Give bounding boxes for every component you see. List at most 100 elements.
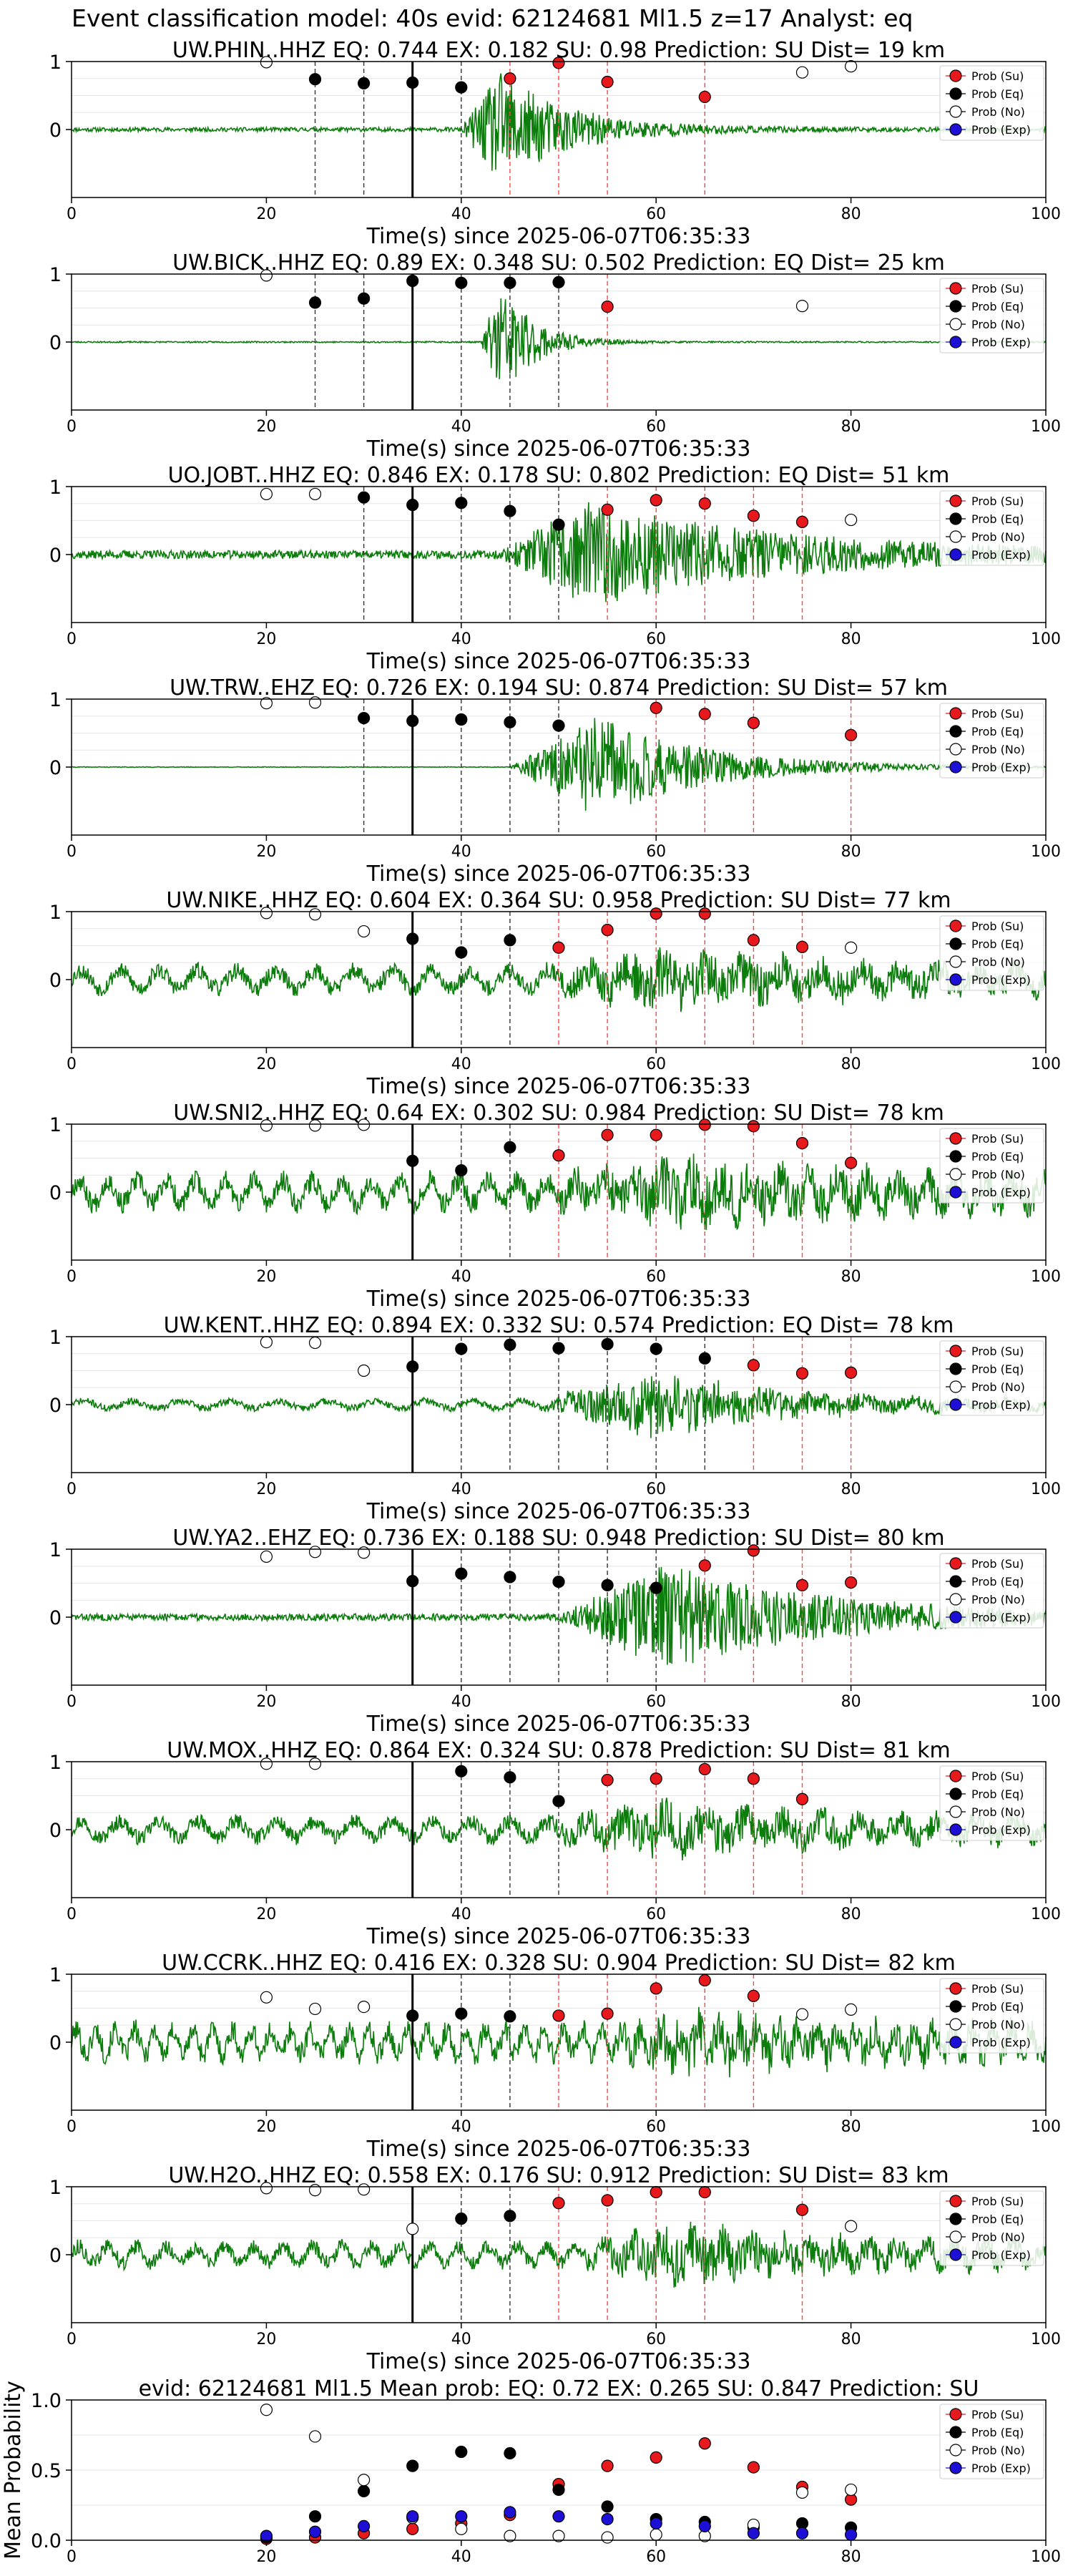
x-tick-label: 60 [646,1268,666,1286]
x-tick-label: 40 [451,1055,471,1073]
panel-title: UW.CCRK..HHZ EQ: 0.416 EX: 0.328 SU: 0.9… [162,1951,956,1976]
y-axis-label: Mean Probability [1,2381,26,2560]
station-panel: UW.MOX..HHZ EQ: 0.864 EX: 0.324 SU: 0.87… [49,1738,1061,1949]
legend-marker-eq [949,725,962,738]
mean-point-eq [601,2500,614,2513]
prob-point-eq [358,77,371,90]
prob-point-no [844,513,858,527]
prob-point-no [260,1550,273,1563]
prob-point-su [552,941,565,954]
legend-label: Prob (Su) [971,282,1024,296]
legend-marker-no [949,2230,962,2243]
x-tick-label: 20 [256,843,276,861]
mean-point-exp [795,2527,809,2540]
y-tick-label: 0 [49,1607,62,1629]
x-axis-label: Time(s) since 2025-06-07T06:35:33 [366,649,751,674]
x-tick-label: 60 [646,418,666,436]
prob-point-eq [406,1360,419,1373]
x-tick-label: 80 [841,205,861,223]
x-tick-label: 60 [646,1480,666,1498]
legend-marker-exp [949,761,962,774]
prob-point-su [795,1136,809,1150]
x-tick-label: 20 [256,630,276,648]
prob-point-su [698,1118,711,1131]
x-tick-label: 0 [67,1268,77,1286]
legend-marker-no [949,1805,962,1818]
prob-point-su [650,907,662,920]
x-tick-label: 60 [646,2548,666,2566]
prob-point-eq [455,946,468,959]
legend-box [939,1340,1044,1416]
prob-point-su [698,90,711,103]
legend-marker-su [949,1132,962,1145]
mean-point-su [698,2437,711,2450]
prob-point-no [844,941,858,954]
prob-point-eq [406,499,419,512]
x-tick-label: 100 [1031,1693,1061,1711]
legend-label: Prob (Su) [971,2408,1024,2421]
prob-point-no [260,2182,273,2195]
y-tick-label: 0 [49,119,62,142]
legend-marker-eq [949,1787,962,1800]
x-tick-label: 60 [646,2118,666,2136]
mean-point-exp [455,2510,468,2523]
legend-label: Prob (Exp) [971,336,1031,349]
x-axis-label: Time(s) since 2025-06-07T06:35:33 [366,1924,751,1949]
mean-point-eq [455,2445,468,2459]
prob-point-su [650,1982,662,1995]
x-tick-label: 80 [841,843,861,861]
legend-marker-su [949,2195,962,2207]
x-tick-label: 100 [1031,418,1061,436]
x-tick-label: 80 [841,1480,861,1498]
mean-point-exp [650,2517,662,2530]
mean-point-eq [552,2483,565,2497]
legend-label: Prob (Eq) [971,300,1024,313]
legend-marker-no [949,2018,962,2031]
legend-label: Prob (Eq) [971,2426,1024,2439]
prob-point-eq [504,276,516,289]
legend-label: Prob (Exp) [971,1611,1031,1624]
prob-point-eq [406,1575,419,1588]
x-tick-label: 60 [646,1693,666,1711]
x-axis-label: Time(s) since 2025-06-07T06:35:33 [366,436,751,462]
y-tick-label: 0.0 [31,2530,62,2552]
prob-point-eq [504,716,516,728]
legend-label: Prob (Su) [971,494,1024,508]
prob-point-eq [650,1581,662,1594]
prob-point-su [795,1579,809,1591]
prob-point-su [504,72,516,85]
legend-marker-exp [949,2462,962,2474]
prob-point-eq [406,76,419,89]
y-tick-label: 1 [49,1114,62,1136]
prob-point-no [308,2184,322,2197]
prob-point-su [747,1544,760,1557]
legend-box [939,65,1044,141]
prob-point-eq [406,932,419,945]
y-tick-label: 0 [49,2032,62,2054]
summary-title: evid: 62124681 Ml1.5 Mean prob: EQ: 0.72… [139,2376,979,2401]
legend-label: Prob (Exp) [971,2036,1031,2049]
x-tick-label: 20 [256,2331,276,2348]
prob-point-su [601,2194,614,2207]
mean-point-exp [698,2519,711,2532]
prob-point-no [308,487,322,501]
legend-box [939,1553,1044,1629]
prob-point-no [795,66,809,79]
x-tick-label: 0 [67,1906,77,1923]
station-panel: UW.CCRK..HHZ EQ: 0.416 EX: 0.328 SU: 0.9… [49,1951,1061,2162]
prob-point-no [795,2008,809,2021]
y-tick-label: 1 [49,689,62,711]
x-tick-label: 40 [451,1268,471,1286]
x-axis-label: Time(s) since 2025-06-07T06:35:33 [366,1074,751,1099]
prob-point-su [601,301,614,313]
panel-title: UW.MOX..HHZ EQ: 0.864 EX: 0.324 SU: 0.87… [167,1738,950,1763]
legend-label: Prob (No) [971,1805,1025,1819]
prob-point-su [552,2197,565,2210]
legend-marker-exp [949,1398,962,1411]
prob-point-su [844,1576,858,1589]
y-tick-label: 1 [49,477,62,499]
panel-title: UW.KENT..HHZ EQ: 0.894 EX: 0.332 SU: 0.5… [164,1313,954,1338]
legend-marker-exp [949,123,962,136]
legend-label: Prob (Su) [971,2195,1024,2208]
prob-point-eq [552,518,565,531]
